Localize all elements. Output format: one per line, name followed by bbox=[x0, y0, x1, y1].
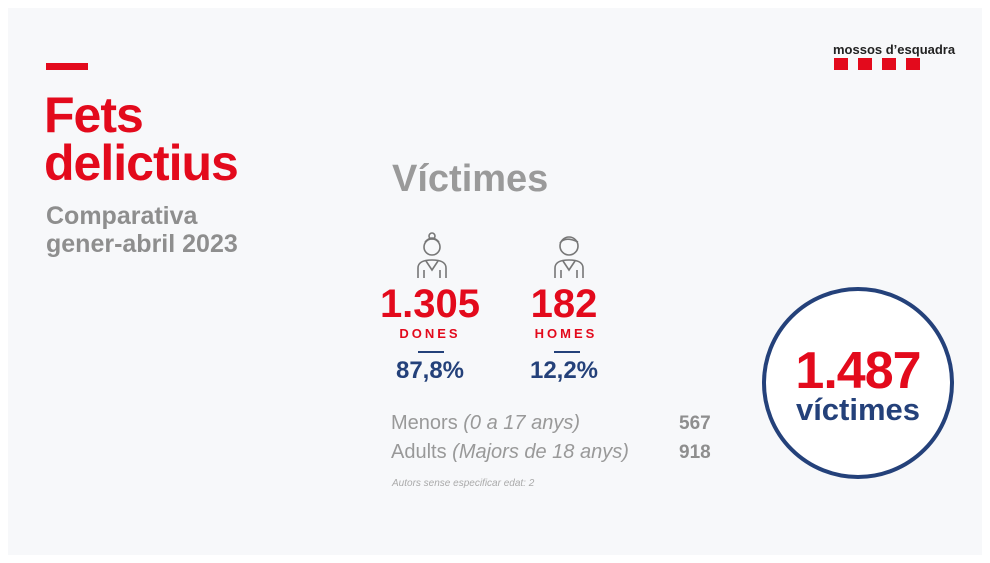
logo-text: mossos d’esquadra bbox=[833, 42, 956, 57]
accent-bar bbox=[46, 63, 88, 70]
age-range: (Majors de 18 anys) bbox=[452, 441, 629, 463]
women-label: DONES bbox=[399, 326, 461, 341]
infographic: mossos d’esquadra Fets delictius Compara… bbox=[8, 8, 982, 555]
subtitle: Comparativa bbox=[46, 202, 198, 230]
total-count: 1.487 bbox=[795, 342, 921, 400]
age-value: 567 bbox=[679, 413, 711, 434]
age-value: 918 bbox=[679, 442, 711, 463]
title: delictius bbox=[44, 135, 239, 191]
total-circle bbox=[762, 287, 954, 479]
note: Autors sense especificar edat: 2 bbox=[392, 478, 535, 489]
divider bbox=[418, 351, 444, 353]
women-count: 1.305 bbox=[379, 282, 481, 326]
divider bbox=[554, 351, 580, 353]
age-row: Adults (Majors de 18 anys) bbox=[391, 441, 629, 464]
women-share: 87,8% bbox=[395, 357, 465, 384]
men-count: 182 bbox=[530, 282, 598, 326]
age-row: Menors (0 a 17 anys) bbox=[391, 412, 580, 435]
age-label: Menors bbox=[391, 412, 458, 434]
title: Fets bbox=[44, 87, 144, 143]
men-share: 12,2% bbox=[529, 357, 599, 384]
woman-icon bbox=[417, 232, 447, 278]
total-label: víctimes bbox=[795, 392, 921, 427]
age-range: (0 a 17 anys) bbox=[463, 412, 580, 434]
subtitle: gener-abril 2023 bbox=[46, 230, 238, 258]
man-icon bbox=[554, 236, 584, 278]
section-title: Víctimes bbox=[392, 158, 549, 200]
logo-marks bbox=[834, 58, 920, 70]
men-label: HOMES bbox=[534, 326, 598, 341]
age-label: Adults bbox=[391, 441, 447, 463]
